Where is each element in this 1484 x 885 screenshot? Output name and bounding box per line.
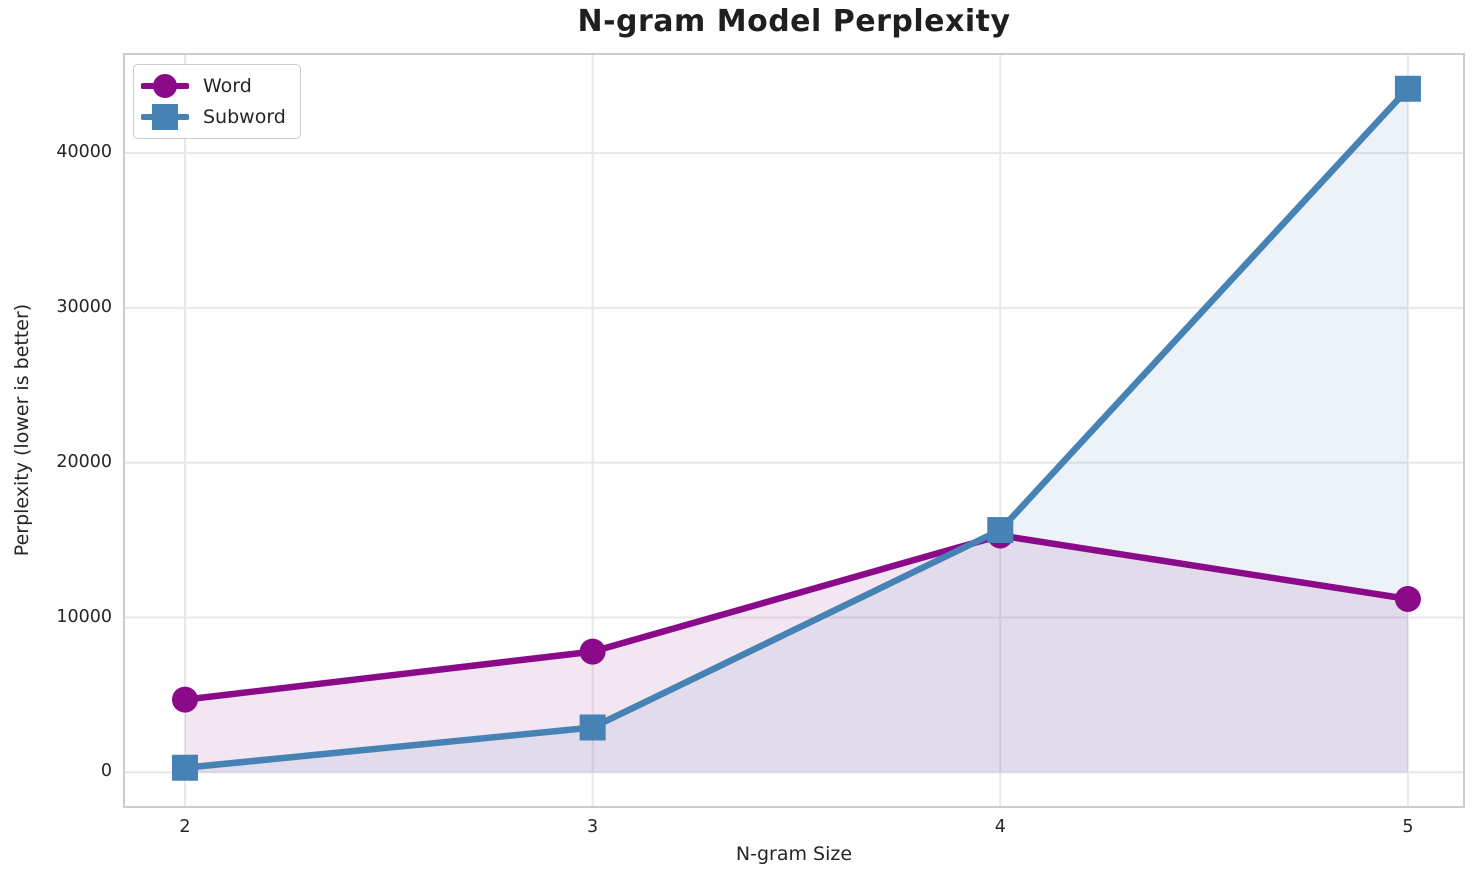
y-tick-label: 10000: [56, 606, 112, 627]
x-tick-label: 2: [179, 817, 191, 837]
legend: Word Subword: [133, 64, 301, 139]
legend-label-word: Word: [203, 75, 252, 97]
plot-area: [123, 53, 1465, 808]
x-tick-label: 3: [587, 817, 599, 837]
chart-title: N-gram Model Perplexity: [577, 4, 1011, 39]
x-tick-label: 4: [994, 817, 1006, 837]
x-axis-label: N-gram Size: [735, 843, 853, 865]
y-tick-label: 20000: [56, 451, 112, 472]
y-tick-label: 30000: [56, 296, 112, 317]
legend-item-word: Word: [140, 72, 286, 100]
y-tick-label: 0: [100, 761, 112, 782]
y-axis-label: Perplexity (lower is better): [11, 303, 33, 557]
subword-line-marker-icon: [140, 103, 190, 131]
legend-label-subword: Subword: [203, 106, 286, 128]
y-tick-label: 40000: [56, 142, 112, 163]
legend-item-subword: Subword: [140, 103, 286, 131]
word-line-marker-icon: [140, 72, 190, 100]
x-tick-label: 5: [1402, 817, 1414, 837]
